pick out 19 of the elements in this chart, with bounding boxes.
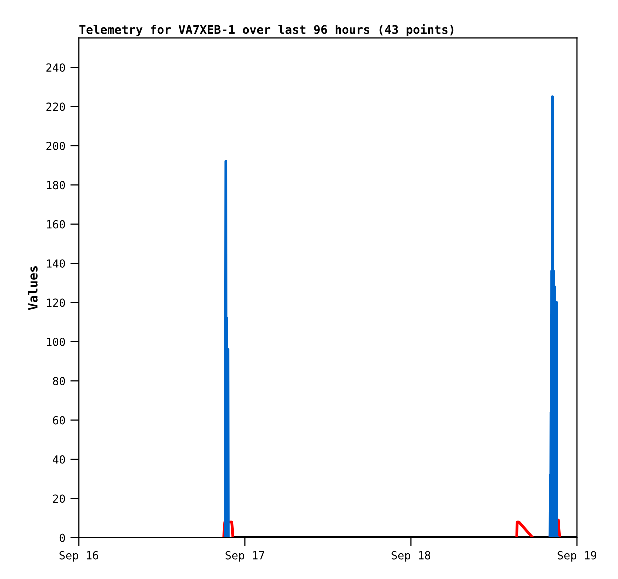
y-tick-label: 200 [46,142,66,150]
y-tick-label: 0 [60,534,66,542]
y-tick-label: 40 [53,456,66,464]
y-tick-label: 180 [47,181,66,190]
y-tick-label: 60 [53,416,66,425]
y-tick-label: 20 [53,494,66,504]
y-tick-label: 220 [46,102,66,112]
y-tick-label: 120 [47,298,66,308]
y-tick-label: 80 [53,377,66,386]
x-tick-label: Sep 18 [392,551,431,562]
chart-title: Telemetry for VA7XEB-1 over last 96 hours (43 points) [80,24,454,37]
x-tick-label: Sep 16 [60,551,98,562]
x-tick-label: Sep 19 [558,551,597,562]
y-axis-title: Values [28,266,38,310]
y-tick-label: 140 [47,260,66,268]
y-tick-label: 100 [47,338,66,346]
x-tick-label: Sep 17 [226,551,264,562]
y-tick-label: 240 [46,64,66,72]
y-tick-label: 160 [47,220,66,229]
